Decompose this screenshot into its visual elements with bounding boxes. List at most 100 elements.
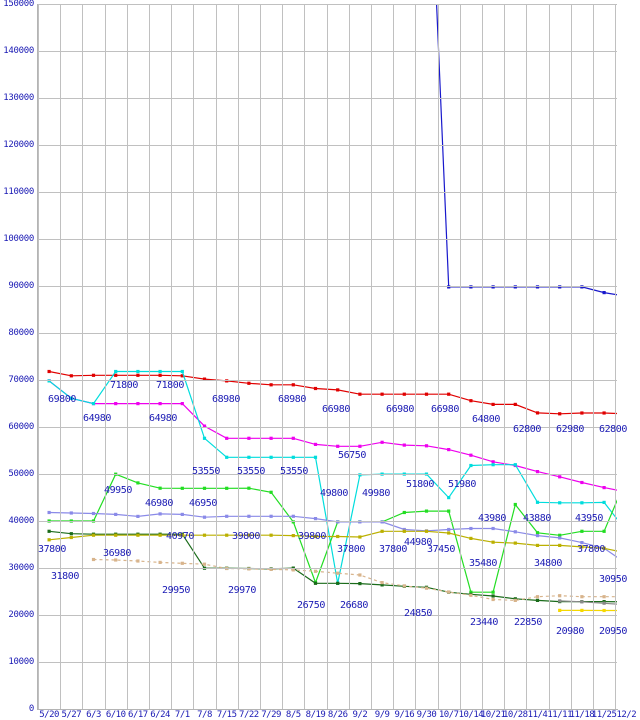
point-value-label: 51800 xyxy=(405,479,435,490)
y-tick-label: 50000 xyxy=(8,469,34,479)
point-value-label: 22850 xyxy=(513,617,543,628)
point-value-label: 40970 xyxy=(165,531,195,542)
x-tick-label: 7/22 xyxy=(239,710,259,720)
y-tick-label: 140000 xyxy=(3,46,34,56)
point-value-label: 71800 xyxy=(155,380,185,391)
point-value-label: 31800 xyxy=(50,571,80,582)
point-value-label: 62980 xyxy=(555,424,585,435)
series-line xyxy=(49,530,617,603)
y-tick-label: 60000 xyxy=(8,422,34,432)
point-value-label: 29950 xyxy=(161,585,191,596)
y-tick-label: 0 xyxy=(28,704,34,714)
point-value-label: 43880 xyxy=(522,513,552,524)
gridline-vertical xyxy=(60,4,62,709)
gridline-vertical xyxy=(237,4,239,709)
y-tick-label: 10000 xyxy=(8,657,34,667)
point-value-label: 24850 xyxy=(403,608,433,619)
x-tick-label: 12/2 xyxy=(616,710,637,720)
point-value-label: 43950 xyxy=(574,513,604,524)
point-value-label: 44980 xyxy=(403,537,433,548)
x-tick-label: 9/2 xyxy=(352,710,368,720)
x-tick-label: 9/9 xyxy=(374,710,390,720)
point-value-label: 53550 xyxy=(236,466,266,477)
point-value-label: 62800 xyxy=(598,424,628,435)
plot-area xyxy=(38,4,617,709)
point-value-label: 49980 xyxy=(361,488,391,499)
y-tick-label: 130000 xyxy=(3,93,34,103)
gridline-vertical xyxy=(504,4,506,709)
point-value-label: 26680 xyxy=(339,600,369,611)
gridline-vertical xyxy=(215,4,217,709)
point-value-label: 39800 xyxy=(297,531,327,542)
point-value-label: 26750 xyxy=(296,600,326,611)
point-value-label: 66980 xyxy=(430,404,460,415)
point-value-label: 35480 xyxy=(468,558,498,569)
point-value-label: 30950 xyxy=(598,574,628,585)
gridline-vertical xyxy=(615,4,617,709)
x-tick-label: 8/26 xyxy=(327,710,348,720)
data-point-marker xyxy=(558,599,562,603)
point-value-label: 46980 xyxy=(144,498,174,509)
point-value-label: 68980 xyxy=(277,394,307,405)
x-tick-label: 6/3 xyxy=(86,710,101,720)
y-axis-line xyxy=(37,4,38,710)
data-point-marker xyxy=(202,562,207,566)
gridline-vertical xyxy=(548,4,550,709)
point-value-label: 34800 xyxy=(533,558,563,569)
y-tick-label: 90000 xyxy=(8,281,34,291)
gridline-vertical xyxy=(104,4,106,709)
gridline-vertical xyxy=(593,4,594,709)
gridline-vertical xyxy=(304,4,306,709)
gridline-vertical xyxy=(326,4,328,709)
x-tick-label: 11/18 xyxy=(569,710,595,720)
point-value-label: 51980 xyxy=(447,479,477,490)
gridline-vertical xyxy=(570,4,572,709)
gridline-vertical xyxy=(437,4,439,709)
y-tick-label: 20000 xyxy=(8,610,34,620)
point-value-label: 39800 xyxy=(231,531,261,542)
x-tick-label: 6/24 xyxy=(150,710,170,720)
point-value-label: 49800 xyxy=(319,488,349,499)
point-value-label: 37450 xyxy=(426,544,456,555)
data-point-marker xyxy=(358,573,362,577)
point-value-label: 20950 xyxy=(598,626,628,637)
x-tick-label: 10/21 xyxy=(480,710,506,720)
point-value-label: 36980 xyxy=(102,548,132,559)
x-tick-label: 8/5 xyxy=(285,710,301,720)
y-tick-label: 120000 xyxy=(3,140,34,150)
y-axis-tick-labels: 0 10000 20000 30000 40000 50000 60000 70000 8000… xyxy=(0,0,34,720)
y-tick-label: 110000 xyxy=(3,187,34,197)
gridline-vertical xyxy=(149,4,150,709)
x-tick-label: 5/20 xyxy=(39,710,59,720)
x-tick-label: 7/15 xyxy=(216,710,237,720)
y-tick-label: 70000 xyxy=(8,375,34,385)
point-value-label: 37800 xyxy=(37,544,67,555)
x-tick-label: 11/11 xyxy=(547,710,572,720)
gridline-vertical xyxy=(482,4,483,709)
gridline-vertical xyxy=(371,4,372,709)
data-point-marker xyxy=(47,510,51,515)
point-value-label: 37800 xyxy=(576,544,606,555)
point-value-label: 64980 xyxy=(148,413,178,424)
point-value-label: 64800 xyxy=(471,414,501,425)
point-value-label: 29970 xyxy=(227,585,257,596)
point-value-label: 46950 xyxy=(188,498,218,509)
series-red-series xyxy=(47,369,617,416)
x-tick-label: 10/14 xyxy=(458,710,484,720)
gridline-vertical xyxy=(526,4,528,709)
point-value-label: 37800 xyxy=(336,544,366,555)
data-point-marker xyxy=(114,558,118,562)
gridline-vertical xyxy=(415,4,417,709)
data-point-marker xyxy=(336,571,340,575)
data-point-marker xyxy=(47,369,51,374)
data-point-marker xyxy=(447,590,451,594)
series-gray-series xyxy=(558,599,617,605)
x-tick-label: 10/28 xyxy=(503,710,528,720)
point-value-label: 53550 xyxy=(279,466,309,477)
point-value-label: 69800 xyxy=(47,394,77,405)
data-point-marker xyxy=(513,598,517,602)
gridline-vertical xyxy=(260,4,261,709)
data-point-marker xyxy=(180,561,184,565)
data-point-marker xyxy=(602,595,606,599)
point-value-label: 62800 xyxy=(512,424,542,435)
